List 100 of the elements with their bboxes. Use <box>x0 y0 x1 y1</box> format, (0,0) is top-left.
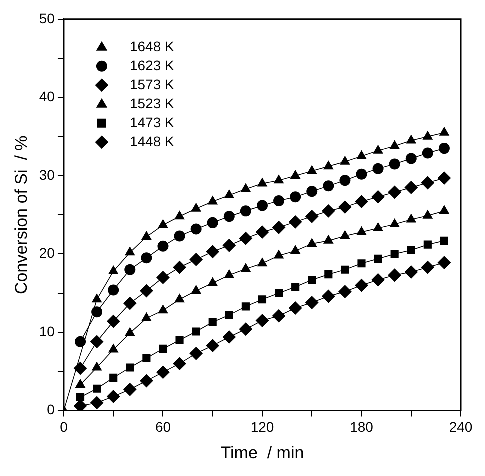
point <box>406 135 416 144</box>
y-tick-label: 20 <box>39 245 56 262</box>
point <box>307 166 317 174</box>
point <box>340 175 351 186</box>
x-tick-label: 120 <box>250 419 274 436</box>
y-tick-label: 50 <box>39 10 56 26</box>
point <box>92 306 103 318</box>
point <box>438 143 450 154</box>
legend-label: 1573 K <box>130 76 176 92</box>
point <box>76 379 86 388</box>
x-tick-label: 180 <box>350 419 374 436</box>
point <box>322 204 336 218</box>
point <box>421 176 434 190</box>
point <box>374 254 382 263</box>
point <box>422 148 434 159</box>
point <box>289 216 302 229</box>
point <box>124 383 137 396</box>
point <box>90 396 104 410</box>
point <box>108 344 118 353</box>
point <box>190 224 202 235</box>
point <box>242 302 250 311</box>
point <box>156 366 170 379</box>
x-axis-title: Time / min <box>220 443 304 462</box>
point <box>388 268 402 282</box>
point <box>440 236 448 245</box>
point <box>306 210 319 224</box>
point <box>324 235 334 244</box>
point <box>256 314 269 328</box>
point <box>306 186 318 198</box>
point <box>272 221 286 234</box>
legend-label: 1648 K <box>130 38 176 54</box>
point <box>142 232 152 240</box>
point <box>324 270 333 279</box>
point <box>156 271 170 284</box>
point <box>158 220 168 228</box>
point <box>190 347 203 360</box>
point <box>222 330 236 344</box>
point <box>174 230 186 242</box>
x-tick-label: 0 <box>60 419 68 436</box>
point <box>404 266 418 279</box>
point <box>338 285 352 298</box>
point <box>274 250 284 259</box>
point <box>323 180 334 192</box>
point <box>338 200 352 214</box>
point <box>158 305 168 314</box>
point <box>142 354 151 362</box>
point <box>140 374 154 388</box>
point <box>92 294 102 303</box>
point <box>306 296 319 310</box>
point <box>307 238 317 248</box>
point <box>125 328 135 336</box>
point <box>140 284 154 298</box>
point <box>423 210 433 219</box>
point <box>290 192 302 203</box>
point <box>421 261 434 274</box>
point <box>90 335 104 348</box>
point <box>440 127 450 136</box>
point <box>208 278 218 286</box>
point <box>372 274 385 287</box>
point <box>74 400 88 411</box>
x-tick-label: 60 <box>155 419 172 436</box>
point <box>438 172 451 185</box>
point <box>191 286 202 294</box>
point <box>158 240 169 252</box>
point <box>390 250 399 258</box>
point <box>372 163 384 174</box>
point <box>225 311 234 320</box>
point <box>239 232 252 246</box>
point <box>141 252 152 264</box>
point <box>423 131 433 140</box>
point <box>406 153 417 164</box>
point <box>290 246 300 254</box>
point <box>76 393 85 402</box>
point <box>124 264 136 276</box>
point <box>74 362 88 376</box>
point <box>174 211 185 220</box>
legend-label: 1523 K <box>130 95 176 112</box>
point <box>389 158 400 170</box>
point <box>292 283 300 292</box>
point <box>174 294 185 303</box>
point <box>208 318 217 326</box>
point <box>355 279 368 292</box>
point <box>173 357 186 370</box>
point <box>407 246 416 254</box>
point <box>308 276 316 284</box>
point <box>222 239 236 252</box>
point <box>241 184 251 192</box>
point <box>406 214 416 223</box>
point <box>239 322 252 336</box>
point <box>125 247 135 256</box>
point <box>190 253 203 266</box>
point <box>110 374 118 382</box>
point <box>404 181 418 194</box>
point <box>438 256 451 270</box>
point <box>274 289 284 298</box>
point <box>258 178 268 187</box>
point <box>424 240 432 249</box>
point <box>340 230 350 240</box>
point <box>224 190 234 199</box>
point <box>126 364 134 372</box>
